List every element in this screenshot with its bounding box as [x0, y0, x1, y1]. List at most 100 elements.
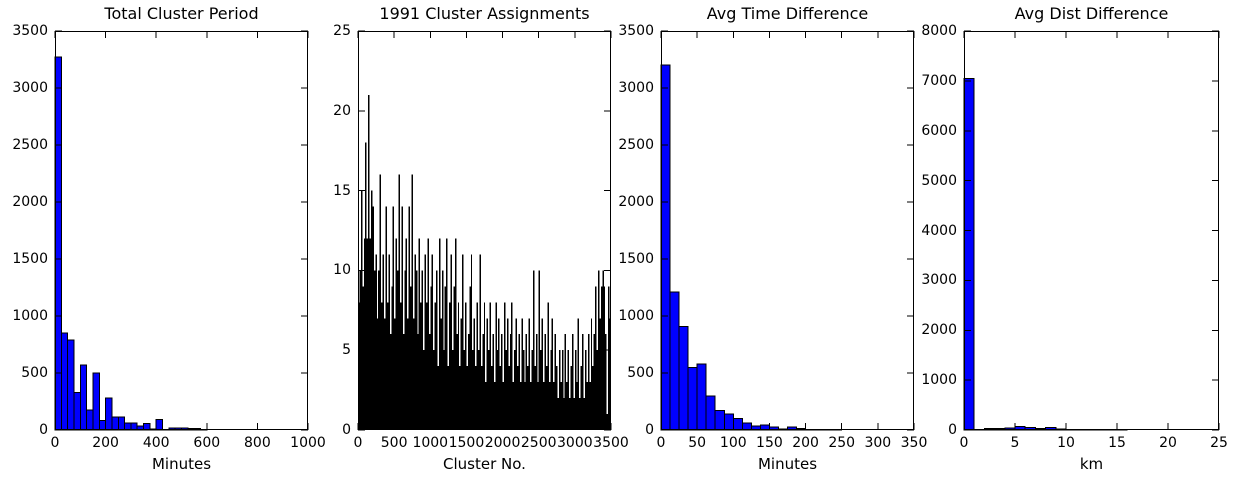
histogram-bar [384, 318, 386, 430]
histogram-bar [431, 254, 434, 430]
y-tick-label: 5 [342, 342, 351, 359]
histogram-bar [394, 318, 396, 430]
histogram-bar [528, 318, 531, 430]
histogram-bar [532, 270, 535, 430]
axes-avg-time-difference [660, 30, 915, 431]
histogram-bar [411, 174, 413, 430]
histogram-bar [86, 409, 94, 431]
x-tick-label: 0 [656, 435, 666, 451]
histogram-bar [456, 334, 458, 430]
axes-1991-cluster-assignments [357, 30, 612, 431]
histogram-bar [537, 382, 539, 430]
x-tick-label: 200 [92, 435, 119, 451]
histogram-bar [376, 318, 379, 430]
histogram-bar [687, 366, 698, 431]
histogram-bar [517, 366, 519, 430]
plot-title-total-cluster-period: Total Cluster Period [104, 4, 259, 23]
histogram-bar [599, 318, 601, 430]
histogram-bar [466, 366, 468, 430]
x-tick-label: 10 [1057, 435, 1075, 451]
y-tick-label: 5000 [921, 172, 957, 189]
histogram-bar [440, 318, 442, 430]
y-tick-label: 500 [21, 365, 48, 381]
histogram-bar [543, 382, 545, 430]
y-tick-label: 2000 [618, 194, 654, 210]
histogram-bar [566, 382, 568, 430]
histogram-bar [535, 334, 538, 430]
histogram-bar [518, 334, 520, 430]
y-tick-label: 2500 [12, 137, 48, 153]
histogram-bar [582, 334, 584, 430]
y-tick-label: 0 [39, 422, 48, 438]
axes-total-cluster-period [54, 30, 309, 431]
histogram-bar [573, 398, 575, 430]
histogram-bar [155, 419, 164, 431]
histogram-bar [457, 302, 460, 430]
histogram-bar [430, 286, 432, 430]
x-tick-label: 2500 [520, 435, 557, 451]
histogram-bar [576, 382, 578, 430]
histogram-bar [92, 372, 100, 431]
histogram-bar [434, 302, 437, 430]
axes-frame [55, 31, 308, 430]
y-tick-label: 2000 [12, 194, 48, 210]
histogram-bar [531, 350, 533, 430]
histogram-bar [548, 382, 551, 430]
y-tick-label: 4000 [921, 222, 957, 239]
x-tick-label: 20 [1159, 435, 1177, 451]
histogram-bar [371, 190, 373, 430]
histogram-bar [363, 238, 366, 430]
histogram-bar [399, 302, 402, 430]
histogram-bar [515, 318, 518, 430]
subplot-1991-cluster-assignments: 1991 Cluster Assignments Cluster No. 0 50… [333, 4, 629, 473]
histogram-bar [397, 270, 399, 430]
histogram-bar [587, 334, 590, 430]
x-tick-label: 3500 [593, 435, 629, 451]
histogram-bar [553, 382, 555, 430]
histogram-bar [420, 302, 422, 430]
histogram-bar [498, 318, 500, 430]
y-tick-label: 6000 [921, 122, 957, 139]
x-tick-label: 3000 [557, 435, 593, 451]
histogram-bar [603, 286, 606, 430]
histogram-bar [508, 366, 510, 430]
x-tick-label: 600 [193, 435, 221, 451]
histogram-bar [470, 254, 473, 430]
x-axis-label-km: km [1079, 455, 1104, 473]
histogram-bar [600, 286, 603, 430]
histogram-bar [428, 334, 431, 430]
histogram-bar [111, 416, 119, 431]
y-tick-label: 3500 [12, 23, 48, 39]
histogram-bar [73, 391, 81, 431]
histogram-bar [475, 366, 477, 430]
subplot-avg-time-difference: Avg Time Difference Minutes 0 50 100 150 200… [618, 4, 927, 473]
histogram-bar [477, 350, 480, 430]
y-tick-label: 2500 [618, 137, 654, 153]
y-tick-label: 2000 [921, 322, 957, 339]
histogram-bar [424, 254, 426, 430]
x-tick-label: 300 [864, 435, 892, 451]
histogram-bar [554, 334, 557, 430]
y-tick-label: 0 [948, 422, 957, 438]
x-tick-label: 1000 [412, 435, 449, 451]
histogram-bar [462, 254, 464, 430]
histogram-bar [410, 286, 412, 430]
histogram-bar [391, 286, 393, 430]
x-tick-label: 1500 [448, 435, 485, 451]
histogram-bar [496, 350, 499, 430]
histogram-bar [453, 286, 455, 430]
histogram-bar [509, 334, 512, 430]
histogram-bar [586, 382, 588, 430]
histogram-bar [444, 286, 447, 430]
histogram-bar [467, 334, 470, 430]
histogram-bar [404, 270, 406, 430]
histogram-bar [124, 422, 132, 431]
histogram-bar [530, 382, 532, 430]
histogram-bar [459, 366, 461, 430]
histogram-bar [480, 366, 483, 430]
histogram-bar [511, 302, 513, 430]
histogram-bar [499, 366, 502, 430]
histogram-bar [446, 238, 448, 430]
histogram-bar [524, 382, 526, 430]
